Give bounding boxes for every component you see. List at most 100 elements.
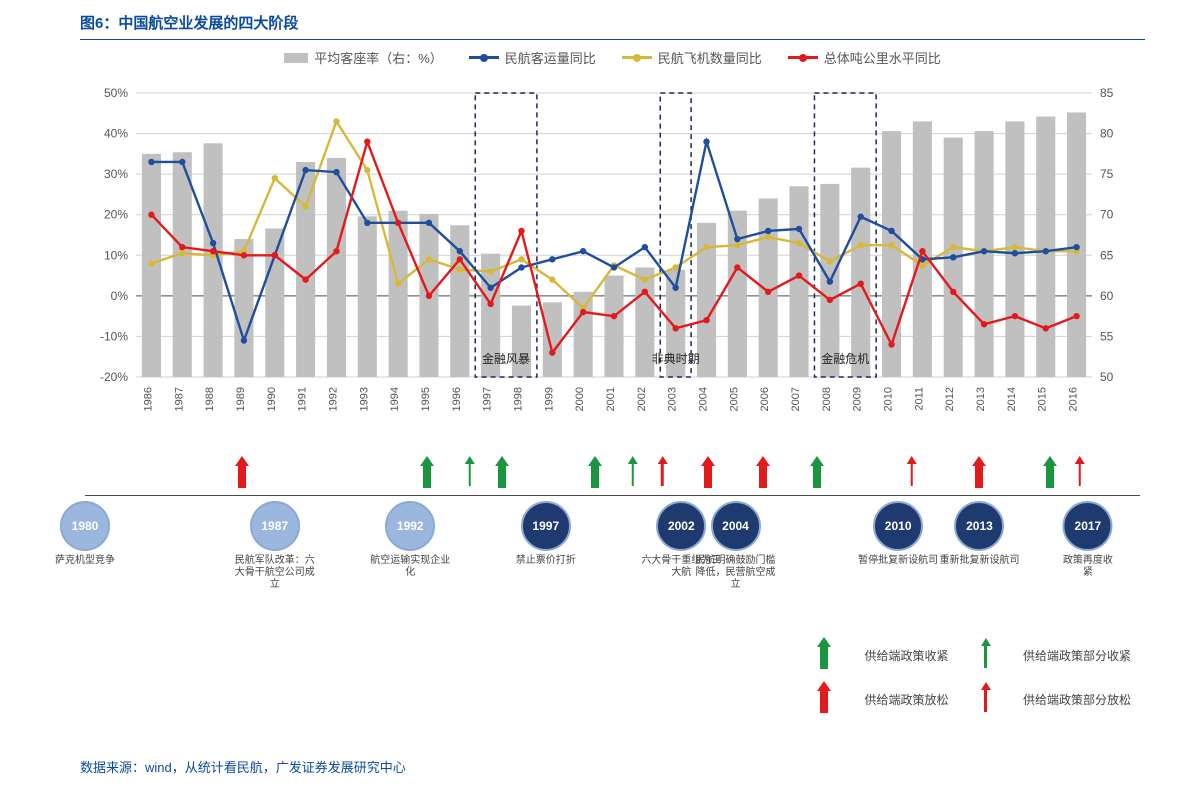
arrow-red-bold-label: 供给端政策放松 <box>864 691 948 708</box>
timeline-year-circle: 2010 <box>873 501 923 551</box>
timeline-node: 1997 禁止票价打折 <box>516 501 576 567</box>
timeline-arrow <box>631 457 634 491</box>
timeline-node: 2017政策再度收紧 <box>1059 501 1116 579</box>
svg-text:2003: 2003 <box>667 387 679 411</box>
chart-title: 图6：中国航空业发展的四大阶段 <box>80 12 1145 40</box>
timeline-year-circle: 2004 <box>711 501 761 551</box>
timeline-year-circle: 1987 <box>250 501 300 551</box>
timeline-node: 1980萨克机型竞争 <box>55 501 115 567</box>
arrow-red-bold-icon <box>820 682 828 716</box>
timeline-node-label: 暂停批复新设航司 <box>858 555 938 567</box>
svg-text:1995: 1995 <box>420 387 432 411</box>
svg-text:1991: 1991 <box>297 387 309 411</box>
svg-text:1998: 1998 <box>512 387 524 411</box>
svg-text:金融危机: 金融危机 <box>821 351 869 366</box>
svg-text:2008: 2008 <box>821 387 833 411</box>
svg-text:20%: 20% <box>104 208 128 222</box>
timeline-arrow <box>469 457 472 491</box>
svg-text:2004: 2004 <box>698 387 710 411</box>
svg-text:1999: 1999 <box>543 387 555 411</box>
svg-text:2005: 2005 <box>728 387 740 411</box>
svg-text:2000: 2000 <box>574 387 586 411</box>
timeline-arrow <box>975 457 983 493</box>
timeline-node-label: 民航军队改革：六大骨干航空公司成立 <box>233 555 317 591</box>
timeline-node-label: 航空运输实现企业化 <box>368 555 452 579</box>
svg-text:2010: 2010 <box>883 387 895 411</box>
svg-text:2015: 2015 <box>1037 387 1049 411</box>
bar-swatch <box>284 53 308 63</box>
timeline-node-label: 民航明确鼓励门槛降低，民营航空成立 <box>694 555 778 591</box>
timeline-year-circle: 2017 <box>1063 501 1113 551</box>
svg-text:-10%: -10% <box>100 329 128 343</box>
timeline-node-label: 禁止票价打折 <box>516 555 576 567</box>
svg-text:2007: 2007 <box>790 387 802 411</box>
legend-label-blue: 民航客运量同比 <box>505 48 596 67</box>
timeline-arrow <box>1079 457 1082 491</box>
timeline-node-label: 萨克机型竞争 <box>55 555 115 567</box>
timeline-year-circle: 1997 <box>521 501 571 551</box>
chart-svg: -20%-10%0%10%20%30%40%50%505560657075808… <box>80 73 1120 433</box>
line-swatch-red <box>788 56 818 59</box>
svg-text:-20%: -20% <box>100 370 128 384</box>
arrow-green-bold-icon <box>820 638 828 672</box>
timeline-axis <box>85 495 1140 496</box>
legend-item-yellow: 民航飞机数量同比 <box>622 48 762 67</box>
svg-text:2013: 2013 <box>975 387 987 411</box>
svg-text:50%: 50% <box>104 86 128 100</box>
svg-text:2006: 2006 <box>759 387 771 411</box>
timeline-arrow <box>591 457 599 493</box>
svg-text:2012: 2012 <box>944 387 956 411</box>
timeline-arrow <box>661 457 664 491</box>
timeline-arrow <box>910 457 913 491</box>
legend-item-bar: 平均客座率（右：%） <box>284 48 443 67</box>
svg-text:2009: 2009 <box>852 387 864 411</box>
svg-text:1992: 1992 <box>327 387 339 411</box>
svg-text:0%: 0% <box>111 289 129 303</box>
chart-legend: 平均客座率（右：%） 民航客运量同比 民航飞机数量同比 总体吨公里水平同比 <box>80 48 1145 67</box>
svg-text:30%: 30% <box>104 167 128 181</box>
timeline: 1980萨克机型竞争1987民航军队改革：六大骨干航空公司成立1992航空运输实… <box>80 445 1145 625</box>
arrow-green-thin-icon <box>984 639 987 671</box>
arrow-red-thin-label: 供给端政策部分放松 <box>1023 691 1131 708</box>
svg-text:2002: 2002 <box>636 387 648 411</box>
svg-text:2016: 2016 <box>1068 387 1080 411</box>
timeline-arrow <box>813 457 821 493</box>
svg-text:1989: 1989 <box>235 387 247 411</box>
svg-text:2011: 2011 <box>913 387 925 411</box>
timeline-node: 2010 暂停批复新设航司 <box>858 501 938 567</box>
svg-text:1997: 1997 <box>482 387 494 411</box>
svg-text:1986: 1986 <box>142 387 154 411</box>
timeline-node: 2004 民航明确鼓励门槛降低，民营航空成立 <box>694 501 778 591</box>
timeline-arrow <box>423 457 431 493</box>
timeline-node-label: 重新批复新设航司 <box>939 555 1019 567</box>
svg-text:金融风暴: 金融风暴 <box>482 351 530 366</box>
arrow-red-thin-icon <box>984 683 987 715</box>
svg-text:55: 55 <box>1100 329 1114 343</box>
svg-text:10%: 10% <box>104 248 128 262</box>
timeline-arrow <box>238 457 246 493</box>
svg-text:80: 80 <box>1100 127 1114 141</box>
timeline-arrow <box>1046 457 1054 493</box>
svg-text:非典时期: 非典时期 <box>652 352 700 366</box>
legend-item-red: 总体吨公里水平同比 <box>788 48 941 67</box>
legend-item-blue: 民航客运量同比 <box>469 48 596 67</box>
arrow-green-bold-label: 供给端政策收紧 <box>864 647 948 664</box>
arrow-green-thin-label: 供给端政策部分收紧 <box>1023 647 1131 664</box>
svg-text:1993: 1993 <box>358 387 370 411</box>
svg-text:50: 50 <box>1100 370 1114 384</box>
svg-text:70: 70 <box>1100 208 1114 222</box>
timeline-year-circle: 1992 <box>385 501 435 551</box>
timeline-arrow <box>498 457 506 493</box>
svg-text:1990: 1990 <box>266 387 278 411</box>
source-line: 数据来源：wind，从统计看民航，广发证券发展研究中心 <box>80 757 406 776</box>
line-swatch-blue <box>469 56 499 59</box>
legend-label-bar: 平均客座率（右：%） <box>314 48 443 67</box>
svg-text:1994: 1994 <box>389 387 401 411</box>
legend-label-yellow: 民航飞机数量同比 <box>658 48 762 67</box>
svg-text:85: 85 <box>1100 86 1114 100</box>
svg-text:1988: 1988 <box>204 387 216 411</box>
svg-text:2001: 2001 <box>605 387 617 411</box>
svg-text:65: 65 <box>1100 248 1114 262</box>
svg-text:2014: 2014 <box>1006 387 1018 411</box>
timeline-year-circle: 2013 <box>954 501 1004 551</box>
